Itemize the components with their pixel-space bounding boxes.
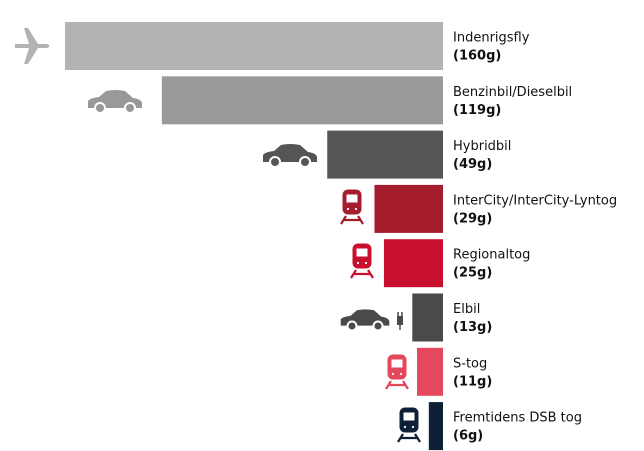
value-label: (25g) xyxy=(453,266,492,281)
value-label: (29g) xyxy=(453,211,492,226)
value-label: (160g) xyxy=(453,49,501,64)
bar xyxy=(383,239,443,288)
icons xyxy=(15,28,422,444)
category-label: Fremtidens DSB tog xyxy=(453,411,582,426)
train-icon xyxy=(349,242,375,280)
bar xyxy=(428,402,443,451)
plane-icon xyxy=(15,28,50,64)
bar xyxy=(65,22,443,70)
category-label: Regionaltog xyxy=(453,248,530,263)
value-label: (49g) xyxy=(453,157,492,172)
ecar-icon xyxy=(340,309,403,332)
bar xyxy=(327,130,443,179)
category-label: Benzinbil/Dieselbil xyxy=(453,85,572,100)
car-icon xyxy=(263,144,317,168)
train-icon xyxy=(384,353,410,391)
value-label: (11g) xyxy=(453,374,492,389)
bar xyxy=(417,347,443,396)
category-label: Elbil xyxy=(453,302,480,317)
train-icon xyxy=(396,406,422,444)
category-label: Indenrigsfly xyxy=(453,31,530,46)
bar xyxy=(412,293,443,342)
car-icon xyxy=(88,90,142,114)
value-label: (6g) xyxy=(453,429,483,444)
category-label: InterCity/InterCity-Lyntog xyxy=(453,193,617,208)
bar xyxy=(374,184,443,233)
category-label: S-tog xyxy=(453,356,487,371)
value-label: (119g) xyxy=(453,103,501,118)
train-icon xyxy=(339,188,365,226)
category-label: Hybridbil xyxy=(453,139,511,154)
value-label: (13g) xyxy=(453,320,492,335)
bar xyxy=(161,76,444,125)
